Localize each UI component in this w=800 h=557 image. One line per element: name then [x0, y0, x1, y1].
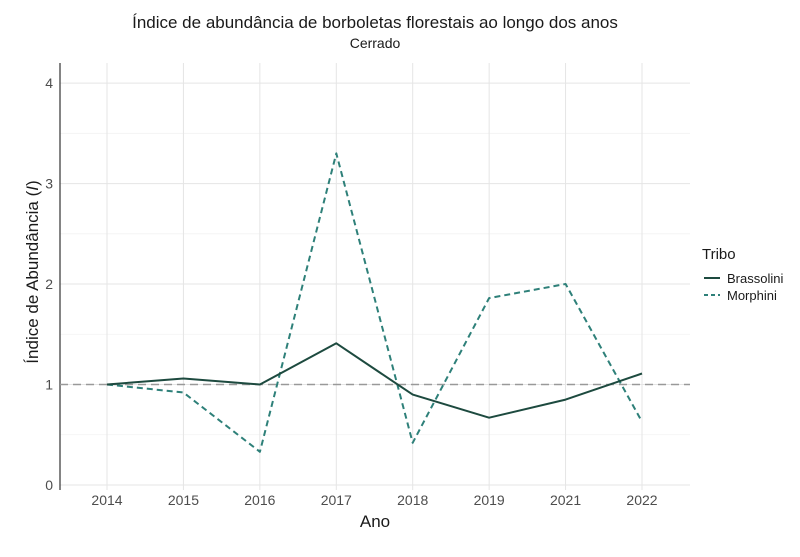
y-tick-label: 2	[45, 276, 53, 292]
grid	[60, 63, 690, 490]
legend: Tribo Brassolini Morphini	[702, 246, 783, 303]
series-lines	[106, 152, 643, 453]
y-tick-label: 4	[45, 75, 53, 91]
y-axis-title-close: )	[23, 180, 42, 186]
legend-label-morphini: Morphini	[727, 288, 777, 303]
y-axis-title-symbol: I	[23, 186, 42, 191]
x-tick-label: 2022	[626, 492, 657, 508]
x-tick-label: 2018	[397, 492, 428, 508]
ticks: 0 1 2 3 4 2014 2015 2016 2017 2018 2019 2021 2022	[45, 75, 658, 508]
legend-label-brassolini: Brassolini	[727, 271, 783, 286]
series-line-morphini	[106, 152, 643, 453]
series-line-brassolini	[106, 342, 643, 419]
x-tick-label: 2017	[321, 492, 352, 508]
x-tick-label: 2019	[474, 492, 505, 508]
chart-title: Índice de abundância de borboletas flore…	[132, 13, 618, 32]
y-tick-label: 0	[45, 477, 53, 493]
y-axis-title: Índice de Abundância (I)	[23, 180, 42, 363]
x-tick-label: 2015	[168, 492, 199, 508]
chart-subtitle: Cerrado	[350, 35, 401, 51]
legend-title: Tribo	[702, 246, 736, 263]
y-tick-label: 3	[45, 176, 53, 192]
y-tick-label: 1	[45, 377, 53, 393]
x-axis-title: Ano	[360, 512, 390, 531]
x-tick-label: 2021	[550, 492, 581, 508]
x-tick-label: 2014	[91, 492, 122, 508]
y-axis-title-main: Índice de Abundância (	[23, 190, 42, 363]
x-tick-label: 2016	[244, 492, 275, 508]
